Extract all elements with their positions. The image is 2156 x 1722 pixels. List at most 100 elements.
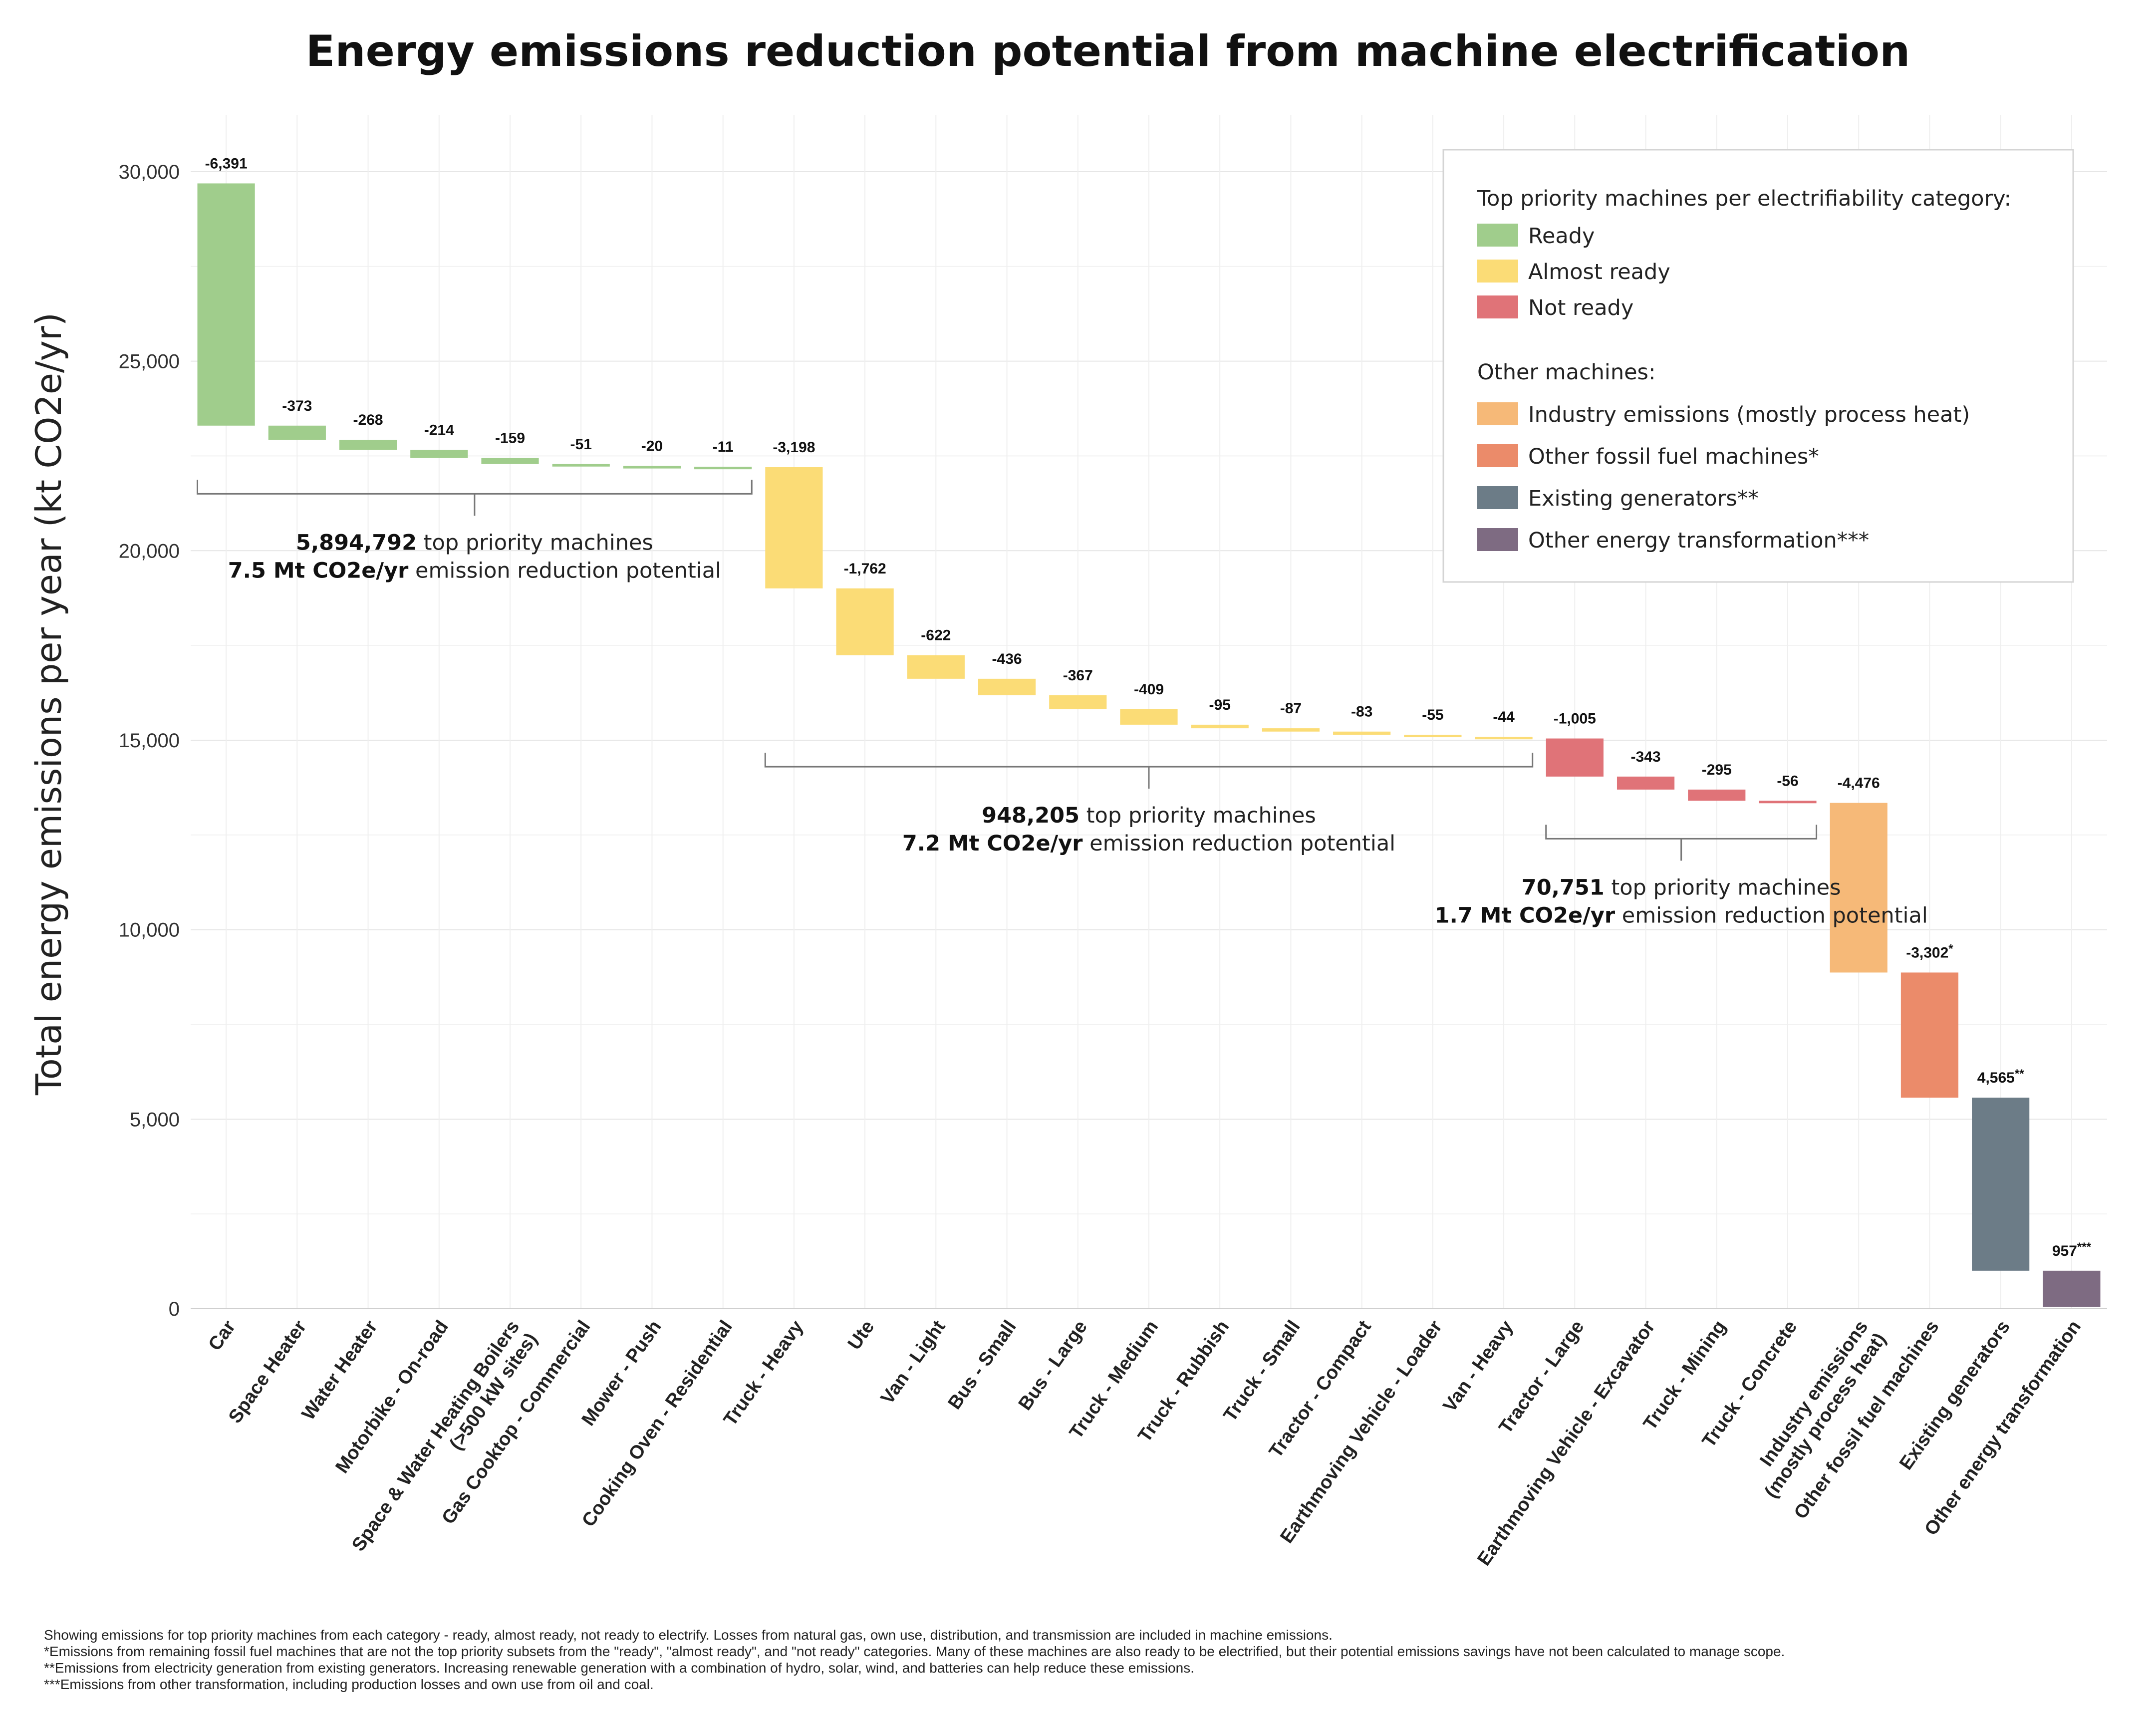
annotation-count: 70,751 top priority machines [1522,875,1841,900]
value-label: -343 [1631,749,1661,765]
x-tick-label-line: Bus - Small [944,1317,1021,1414]
value-label-text: -295 [1702,762,1732,778]
legend-swatch [1477,402,1518,425]
annotation-count: 948,205 top priority machines [982,803,1316,828]
footnote: **Emissions from electricity generation … [44,1660,1194,1676]
value-label-text: -51 [570,436,592,453]
x-tick-label-line: Car [205,1317,240,1355]
bars [197,183,2101,1307]
legend-label: Ready [1528,224,1595,249]
value-label-text: -4,476 [1838,775,1880,792]
value-label-superscript: *** [2077,1240,2092,1254]
value-label: -4,476 [1838,775,1880,792]
value-label: -95 [1209,697,1231,713]
legend-item: Other fossil fuel machines* [1477,444,1819,469]
x-tick-label: Water Heater [298,1317,382,1424]
bar [836,588,894,655]
value-label-text: -159 [495,430,525,447]
annotation-amount-value: 1.7 Mt CO2e/yr [1435,903,1616,928]
x-tick-label-line: Space Heater [225,1317,311,1428]
y-tick-label: 0 [169,1298,180,1320]
value-label: -622 [921,627,951,644]
legend-item: Ready [1477,224,1595,249]
annotation-amount-text: emission reduction potential [408,558,721,583]
legend-swatch [1477,444,1518,467]
annotation-amount: 1.7 Mt CO2e/yr emission reduction potent… [1435,903,1928,928]
bar [2043,1270,2101,1307]
x-tick-label: Car [205,1317,240,1355]
x-tick-label: Space Heater [225,1317,311,1428]
value-label-text: -214 [424,422,454,438]
value-label-text: -1,762 [844,561,886,577]
annotation-count-value: 948,205 [982,803,1079,828]
legend-label: Not ready [1528,295,1633,320]
legend-label: Other energy transformation*** [1528,528,1869,553]
value-label-text: -367 [1063,667,1093,684]
bar [1546,738,1604,777]
value-label-text: -343 [1631,749,1661,765]
bar [1475,737,1533,740]
value-label: -409 [1134,681,1164,698]
legend: Top priority machines per electrifiabili… [1442,149,2074,583]
value-label: -295 [1702,762,1732,778]
bar [197,183,255,426]
bar [623,466,681,469]
value-label-text: -95 [1209,697,1231,713]
y-axis-ticks: 0 5,000 10,000 15,000 20,000 25,000 30,000 [119,161,180,1320]
legend-heading-other: Other machines: [1477,360,1655,385]
value-label-text: -3,302 [1906,944,1948,961]
value-label: -268 [353,412,383,428]
bar [552,464,610,467]
annotations: 5,894,792 top priority machines 7.5 Mt CO… [197,480,1928,928]
bar [1404,735,1462,738]
legend-heading-priority: Top priority machines per electrifiabili… [1477,186,2011,211]
bar [1900,972,1959,1098]
x-tick-label-line: Van - Light [877,1317,950,1408]
x-tick-label: Bus - Small [944,1317,1021,1414]
value-label-superscript: ** [2015,1067,2024,1081]
value-label: -51 [570,436,592,453]
value-label: -55 [1422,707,1443,723]
x-tick-label: Other energy transformation [1920,1317,2085,1539]
x-tick-label-line: Other energy transformation [1920,1317,2085,1539]
bar [339,440,397,450]
value-label: -56 [1777,773,1798,789]
x-tick-label: Van - Heavy [1439,1317,1518,1416]
x-tick-label-line: Ute [844,1317,879,1354]
value-label-text: 957 [2052,1243,2077,1259]
value-label: -11 [713,439,734,455]
bar [765,467,823,588]
y-tick-label: 30,000 [119,161,180,183]
annotation-count-text: top priority machines [1079,803,1316,828]
value-label: -214 [424,422,454,438]
value-label: -44 [1493,709,1515,725]
value-label-text: -55 [1422,707,1443,723]
value-label: -6,391 [205,155,248,172]
x-tick-label: Van - Light [877,1317,950,1408]
bar [694,467,752,470]
annotation-amount-value: 7.2 Mt CO2e/yr [902,831,1083,856]
x-tick-label-line: Van - Heavy [1439,1317,1518,1416]
value-label: -3,302* [1906,942,1953,961]
value-label-text: -56 [1777,773,1798,789]
value-label-text: -44 [1493,709,1515,725]
footnote: ***Emissions from other transformation, … [44,1677,654,1692]
value-label-text: -373 [282,398,312,414]
bar [1191,724,1249,729]
value-labels: -6,391 -373 -268 -214 -159 -51 -20 -11 -3,198 -1,… [205,155,2092,1259]
bar [1830,803,1887,973]
value-label-text: -409 [1134,681,1164,698]
legend-swatch [1477,224,1518,247]
legend-label: Almost ready [1528,260,1670,285]
bar [907,655,965,679]
value-label: -20 [641,438,663,455]
annotation-amount-text: emission reduction potential [1082,831,1395,856]
annotation-amount: 7.5 Mt CO2e/yr emission reduction potent… [228,558,721,583]
value-label: -3,198 [773,439,815,456]
y-axis-label: Total energy emissions per year (kt CO2e… [28,312,69,1096]
x-tick-label: Ute [844,1317,879,1354]
value-label-text: 4,565 [1977,1070,2015,1086]
annotation-bracket [197,480,753,495]
bar [978,678,1036,695]
